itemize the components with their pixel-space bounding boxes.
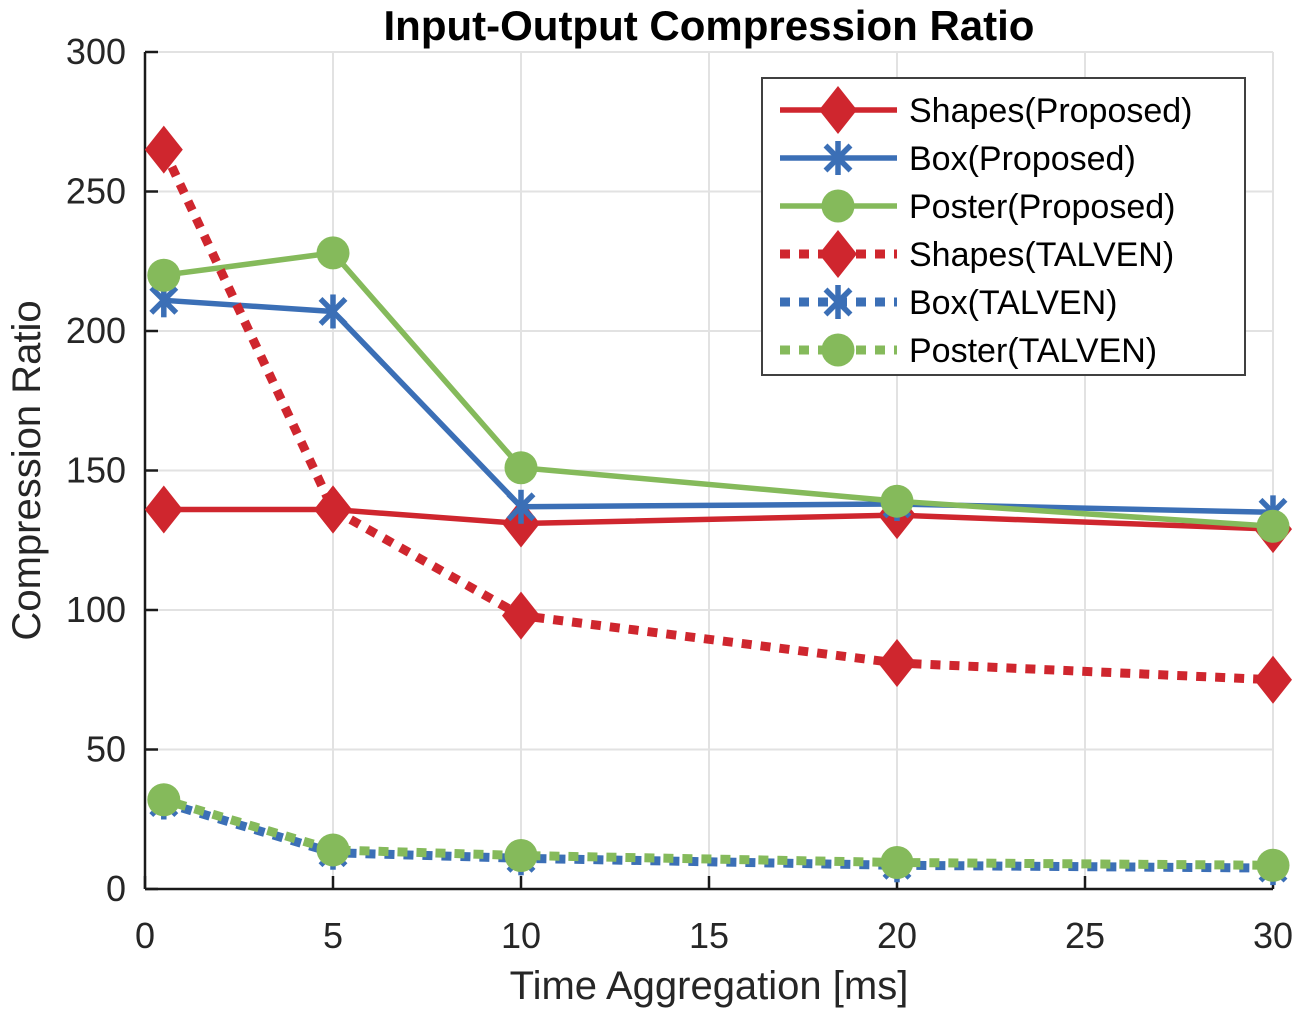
circle-marker [504, 839, 538, 873]
legend-item: Box(TALVEN) [780, 284, 1117, 322]
y-axis-label: Compression Ratio [5, 300, 49, 640]
legend-item: Poster(Proposed) [780, 188, 1175, 226]
legend-item: Shapes(TALVEN) [780, 230, 1174, 278]
y-tick-label: 150 [66, 450, 126, 491]
circle-marker [147, 783, 181, 817]
asterisk-marker [318, 294, 348, 329]
x-tick-label: 15 [689, 915, 729, 956]
x-tick-label: 30 [1253, 915, 1293, 956]
circle-marker [821, 333, 855, 367]
x-tick-label: 5 [323, 915, 343, 956]
legend-item: Poster(TALVEN) [780, 332, 1157, 370]
diamond-marker [144, 485, 183, 534]
legend-label: Shapes(TALVEN) [909, 236, 1174, 274]
x-tick-label: 25 [1065, 915, 1105, 956]
legend-label: Box(Proposed) [909, 140, 1136, 178]
asterisk-marker [823, 141, 853, 175]
y-tick-label: 200 [66, 310, 126, 351]
y-tick-label: 50 [86, 729, 126, 770]
x-tick-label: 0 [135, 915, 155, 956]
y-tick-label: 0 [106, 868, 126, 909]
y-tick-label: 300 [66, 31, 126, 72]
diamond-marker [1254, 655, 1292, 704]
series-shapes-proposed [144, 485, 1292, 554]
circle-marker [316, 833, 350, 867]
diamond-marker [819, 230, 857, 278]
chart-title: Input-Output Compression Ratio [384, 2, 1035, 49]
legend-label: Shapes(Proposed) [909, 92, 1193, 130]
diamond-marker [144, 125, 183, 174]
legend-label: Poster(Proposed) [909, 188, 1175, 226]
x-axis-label: Time Aggregation [ms] [510, 964, 909, 1008]
x-tick-label: 20 [877, 915, 917, 956]
y-tick-label: 250 [66, 171, 126, 212]
series-poster-proposed [147, 236, 1290, 543]
circle-marker [316, 236, 350, 270]
asterisk-marker [506, 489, 536, 524]
x-tick-label: 10 [501, 915, 541, 956]
diamond-marker [314, 485, 352, 534]
legend: Shapes(Proposed) Box(Proposed) Poster(Prop… [761, 77, 1246, 376]
series-shapes-talven [144, 125, 1292, 704]
diamond-marker [878, 639, 916, 688]
circle-marker [1256, 848, 1290, 882]
circle-marker [880, 484, 914, 518]
diamond-marker [819, 86, 857, 134]
legend-label: Poster(TALVEN) [909, 332, 1157, 370]
diamond-marker [502, 591, 540, 640]
circle-marker [880, 845, 914, 879]
legend-label: Box(TALVEN) [909, 284, 1117, 322]
asterisk-marker [823, 285, 853, 319]
circle-marker [1256, 509, 1290, 543]
circle-marker [821, 189, 855, 223]
series-poster-talven [147, 783, 1290, 882]
legend-item: Shapes(Proposed) [780, 86, 1193, 134]
circle-marker [147, 258, 181, 292]
y-tick-label: 100 [66, 589, 126, 630]
legend-item: Box(Proposed) [780, 140, 1136, 178]
circle-marker [504, 451, 538, 485]
series-box-talven [149, 785, 1288, 886]
